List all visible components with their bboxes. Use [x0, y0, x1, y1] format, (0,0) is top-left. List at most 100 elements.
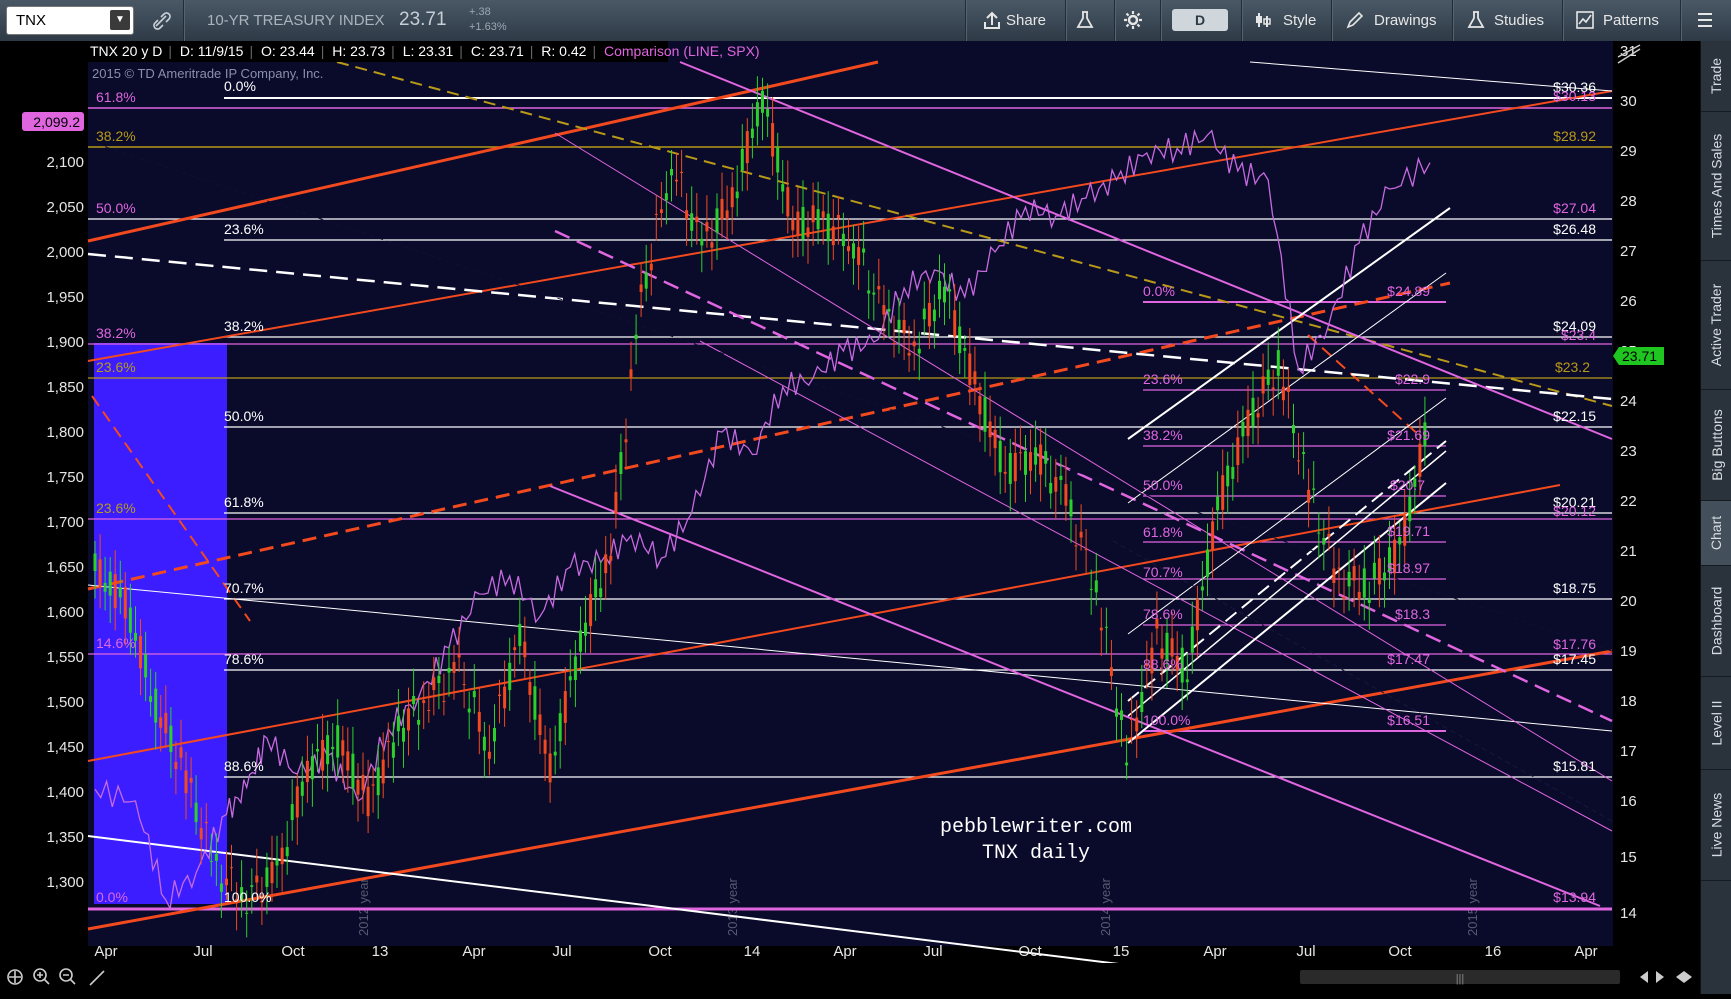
horizontal-scrollbar[interactable] [1300, 970, 1620, 984]
symbol-text: TNX [16, 12, 46, 29]
studies-button[interactable]: Studies [1494, 12, 1545, 29]
tnx-candle [412, 696, 416, 705]
tnx-candle [407, 708, 410, 731]
tnx-candle [907, 352, 911, 356]
tnx-candle [1347, 571, 1351, 587]
price-chart[interactable]: 2012 year 2013 year 2014 year 2015 year [0, 41, 1700, 994]
draw-line-icon[interactable] [89, 970, 105, 986]
tnx-candle [1064, 484, 1068, 506]
level-label: $23.4 [1561, 327, 1596, 343]
tnx-candle [1388, 547, 1391, 571]
tnx-candle [1292, 425, 1295, 434]
tnx-candle [806, 227, 810, 237]
tnx-candle [821, 211, 825, 218]
chevron-down-icon[interactable]: ▼ [110, 10, 130, 30]
tab-live-news[interactable]: Live News [1701, 770, 1731, 881]
tnx-candle [184, 770, 188, 794]
style-icon[interactable] [1255, 10, 1271, 30]
zigzag-icon[interactable] [1617, 44, 1641, 64]
level-label: $22.9 [1395, 371, 1430, 387]
share-icon[interactable] [982, 10, 1002, 30]
tnx-candle [761, 90, 764, 113]
right-axis-tick: 16 [1620, 793, 1637, 810]
tnx-candle [1297, 460, 1300, 462]
symbol-input[interactable]: TNX ▼ [6, 6, 134, 35]
link-icon[interactable] [152, 11, 172, 31]
tnx-candle [745, 131, 749, 164]
fib-label: 88.6% [1143, 656, 1183, 672]
studies-flask-icon[interactable] [1466, 10, 1486, 30]
level-label: $24.89 [1387, 283, 1430, 299]
fib-label: 0.0% [96, 889, 128, 905]
zoom-out-icon[interactable] [59, 968, 76, 985]
tnx-candle [1418, 443, 1422, 477]
tnx-candle [427, 710, 431, 711]
fit-icon[interactable] [1676, 971, 1692, 983]
tnx-candle [1094, 580, 1098, 593]
tnx-candle [1342, 596, 1346, 600]
flask-icon[interactable] [1075, 10, 1095, 30]
tab-active-trader[interactable]: Active Trader [1701, 261, 1731, 390]
share-button[interactable]: Share [1006, 12, 1047, 29]
tnx-candle [897, 319, 901, 330]
tnx-candle [1317, 532, 1321, 534]
tab-trade[interactable]: Trade [1701, 41, 1731, 112]
tnx-candle [1029, 452, 1032, 471]
tnx-candle [498, 694, 501, 696]
tnx-candle [154, 688, 158, 723]
left-axis-tick: 1,400 [46, 784, 84, 801]
tnx-candle [174, 762, 178, 770]
zoom-controls[interactable] [7, 968, 105, 986]
gear-icon[interactable] [1123, 10, 1143, 30]
level-label: $16.51 [1387, 712, 1430, 728]
tnx-candle [528, 682, 532, 695]
tab-level-ii[interactable]: Level II [1701, 677, 1731, 770]
tnx-candle [548, 753, 552, 783]
x-axis-tick: 13 [372, 943, 389, 960]
patterns-button[interactable]: Patterns [1603, 12, 1659, 29]
tnx-candle [386, 741, 390, 742]
tnx-candle [1226, 465, 1230, 487]
level-label: $13.94 [1553, 889, 1596, 905]
tnx-candle [841, 233, 845, 246]
tnx-candle [179, 747, 183, 758]
scroll-arrows[interactable] [1640, 971, 1692, 983]
chart-area[interactable]: 2012 year 2013 year 2014 year 2015 year [0, 41, 1700, 994]
tnx-candle [882, 305, 886, 315]
fib-label: 50.0% [96, 200, 136, 216]
year-marker-2013: 2013 year [725, 878, 740, 936]
tnx-candle [113, 574, 117, 609]
drawings-button[interactable]: Drawings [1374, 12, 1437, 29]
scroll-grip-icon[interactable]: ||| [1456, 973, 1465, 985]
scroll-left-icon[interactable] [1640, 971, 1648, 983]
tab-chart[interactable]: Chart [1701, 501, 1731, 566]
scroll-right-icon[interactable] [1656, 971, 1664, 983]
tnx-candle [1104, 626, 1108, 628]
pencil-icon[interactable] [1345, 10, 1363, 30]
tab-big-buttons[interactable]: Big Buttons [1701, 390, 1731, 501]
tnx-candle [1266, 369, 1270, 385]
tnx-candle [1221, 475, 1225, 510]
tnx-candle [1013, 452, 1017, 482]
x-axis-tick: 15 [1113, 943, 1130, 960]
tnx-candle [331, 746, 335, 750]
tnx-candle [831, 226, 835, 246]
top-toolbar: TNX ▼ 10-YR TREASURY INDEX 23.71 +.38 +1.… [0, 0, 1731, 42]
tab-dashboard[interactable]: Dashboard [1701, 566, 1731, 677]
tnx-candle [730, 187, 734, 208]
tnx-candle [700, 238, 704, 246]
x-axis-tick: 14 [744, 943, 761, 960]
tnx-candle [766, 108, 770, 117]
menu-icon[interactable] [1696, 10, 1714, 30]
tnx-candle [1281, 386, 1285, 401]
tab-times-and-sales[interactable]: Times And Sales [1701, 112, 1731, 261]
tnx-candle [867, 290, 871, 294]
tnx-candle [149, 696, 153, 702]
style-button[interactable]: Style [1283, 12, 1317, 29]
tnx-candle [983, 397, 987, 432]
patterns-icon[interactable] [1575, 10, 1595, 30]
expand-icon[interactable] [7, 969, 23, 985]
zoom-in-icon[interactable] [33, 968, 50, 985]
fib-label: 23.6% [1143, 371, 1183, 387]
period-button[interactable]: D [1172, 9, 1228, 31]
